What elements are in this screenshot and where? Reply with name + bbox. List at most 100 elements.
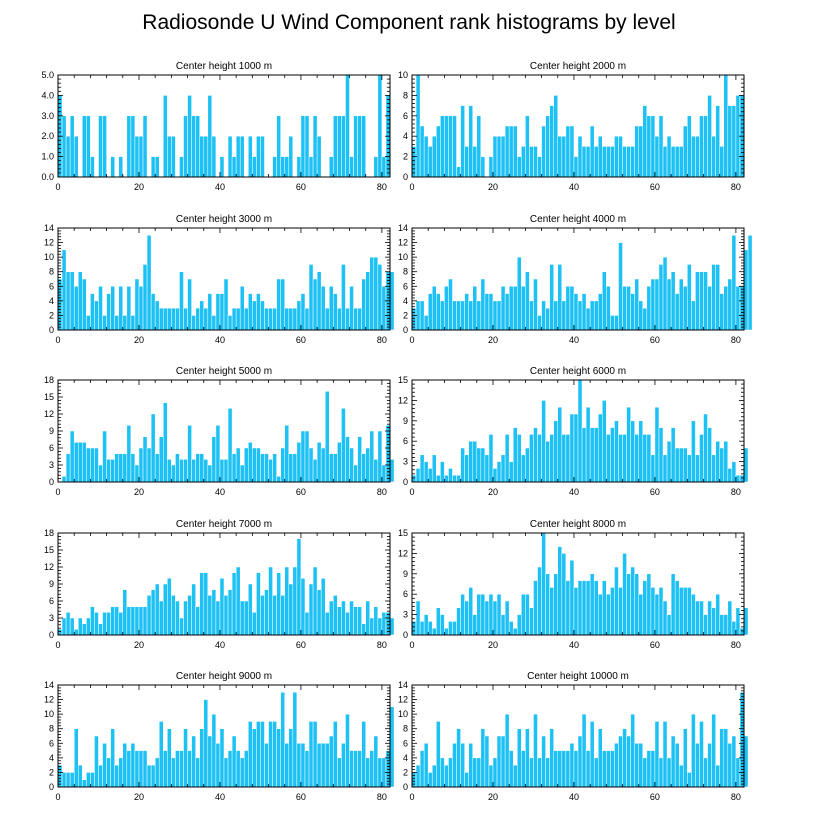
bar xyxy=(512,427,518,483)
bar xyxy=(691,300,696,331)
bar xyxy=(65,772,71,788)
bar xyxy=(468,300,473,331)
bar xyxy=(525,271,530,331)
y-tick-label: 0.0 xyxy=(41,172,54,182)
bar xyxy=(102,430,107,483)
bar xyxy=(110,728,115,788)
bar xyxy=(521,750,526,788)
bar xyxy=(674,580,680,636)
bar xyxy=(308,264,314,331)
bar xyxy=(630,713,635,788)
bar xyxy=(537,434,542,483)
bar xyxy=(276,278,281,331)
bar xyxy=(243,447,249,483)
bar xyxy=(349,447,354,483)
bar xyxy=(150,293,156,331)
bar xyxy=(142,606,148,636)
y-tick-label: 6 xyxy=(49,443,54,453)
bar xyxy=(472,614,478,636)
bar xyxy=(77,764,83,788)
y-tick-label: 15 xyxy=(44,392,54,402)
bar xyxy=(256,293,261,331)
bar xyxy=(678,278,684,331)
bar xyxy=(126,286,132,331)
bar xyxy=(142,264,148,331)
bar xyxy=(537,757,542,788)
bar xyxy=(545,573,550,636)
bar xyxy=(171,464,176,483)
bar xyxy=(373,735,379,788)
bar xyxy=(207,95,213,178)
x-tick-label: 60 xyxy=(296,182,306,192)
bar xyxy=(61,115,67,178)
bar xyxy=(98,764,103,788)
bar xyxy=(597,293,603,331)
bar xyxy=(280,278,285,331)
bar xyxy=(662,256,668,331)
bar xyxy=(357,436,362,483)
x-tick-label: 20 xyxy=(134,640,144,650)
bar xyxy=(423,461,429,483)
bar xyxy=(324,391,330,483)
y-tick-label: 14 xyxy=(44,680,54,690)
bar xyxy=(284,307,290,331)
bar xyxy=(171,307,176,331)
bar xyxy=(333,293,338,331)
bar xyxy=(431,627,437,636)
bar xyxy=(419,454,425,483)
bar xyxy=(666,440,672,483)
bar xyxy=(90,156,95,178)
bar xyxy=(77,617,83,636)
bar xyxy=(90,293,95,331)
bar xyxy=(602,146,607,178)
bar xyxy=(606,286,611,331)
bar xyxy=(239,135,245,178)
bar xyxy=(711,135,716,178)
bar xyxy=(163,402,168,483)
bar xyxy=(288,135,294,178)
bar xyxy=(577,580,583,636)
bar xyxy=(646,573,652,636)
bar xyxy=(517,434,522,483)
bar xyxy=(207,595,213,636)
histogram-panel-8: Center height 8000 m 0 20 40 60 80 0 3 6 9 12 15 xyxy=(398,519,749,650)
bar xyxy=(288,728,294,788)
bar xyxy=(260,300,265,331)
bar xyxy=(687,115,692,178)
bar xyxy=(86,447,91,483)
bar xyxy=(573,750,579,788)
bar xyxy=(662,146,668,178)
bar xyxy=(731,105,737,178)
bar xyxy=(345,436,350,483)
bar xyxy=(646,750,652,788)
bar xyxy=(73,442,79,483)
y-tick-label: 4.0 xyxy=(41,90,54,100)
bar xyxy=(86,617,91,636)
bar xyxy=(411,146,417,178)
bar xyxy=(102,315,107,331)
bar xyxy=(529,607,534,636)
bar xyxy=(638,125,644,178)
bar xyxy=(171,135,176,178)
bar xyxy=(678,146,684,178)
bar xyxy=(622,286,627,331)
bar xyxy=(219,293,225,331)
bar xyxy=(94,735,99,788)
panel-title: Center height 2000 m xyxy=(530,61,626,72)
bar xyxy=(723,614,729,636)
y-tick-label: 6 xyxy=(49,596,54,606)
bar xyxy=(565,434,571,483)
bar xyxy=(187,278,192,331)
bar xyxy=(642,307,648,331)
bar xyxy=(320,578,326,636)
bar xyxy=(94,447,99,483)
bar xyxy=(715,264,720,331)
bar xyxy=(618,242,623,331)
bar xyxy=(561,553,567,636)
bar xyxy=(666,135,672,178)
bar xyxy=(650,278,656,331)
bar xyxy=(691,713,696,788)
histogram-panel-3: Center height 3000 m 0 20 40 60 80 0 2 4 6 8 10 12 14 xyxy=(44,214,395,345)
bar xyxy=(219,578,225,636)
